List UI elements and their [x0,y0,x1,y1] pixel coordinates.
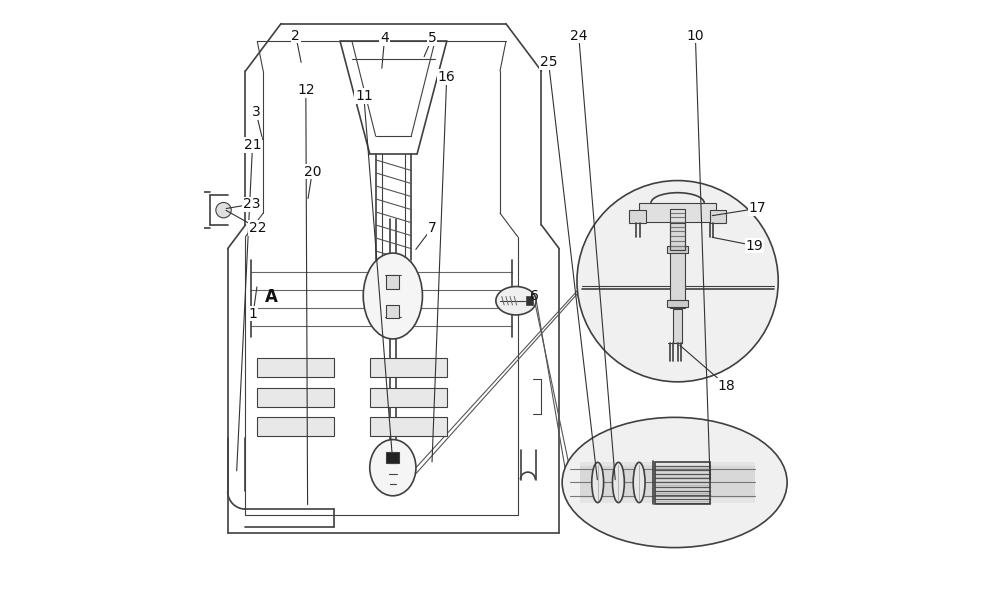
Bar [386,452,399,463]
Text: A: A [264,288,277,306]
Bar [370,388,447,407]
Text: 2: 2 [291,28,300,43]
Ellipse shape [592,462,604,503]
Text: 3: 3 [252,105,260,120]
Bar [257,417,334,436]
Ellipse shape [370,439,416,496]
Bar [386,305,399,318]
Ellipse shape [562,417,787,548]
Text: 4: 4 [380,31,389,46]
Bar [673,309,682,343]
Ellipse shape [363,253,422,339]
Bar [629,210,646,223]
Text: 22: 22 [249,221,266,235]
Text: 24: 24 [570,28,587,43]
Bar [670,223,685,308]
Circle shape [577,181,778,382]
Bar [655,462,710,504]
Bar [667,246,688,253]
Bar [639,203,716,222]
Text: 7: 7 [428,221,436,235]
Bar [370,417,447,436]
Text: 16: 16 [438,70,456,84]
Ellipse shape [633,462,645,503]
Ellipse shape [612,462,624,503]
Bar [670,209,685,250]
Text: 18: 18 [718,379,736,393]
Text: 12: 12 [297,83,315,97]
Circle shape [216,202,231,218]
Text: 11: 11 [355,89,373,103]
Bar [667,300,688,307]
Text: 6: 6 [530,289,539,303]
Bar [257,388,334,407]
Bar [710,210,726,223]
Text: 17: 17 [749,201,766,215]
Bar [386,275,399,289]
Text: 5: 5 [428,31,436,46]
Bar [257,358,334,377]
Bar [580,466,755,498]
Text: 20: 20 [304,165,321,179]
Bar [370,358,447,377]
Text: 25: 25 [540,55,557,69]
Text: 1: 1 [249,307,258,321]
Text: 21: 21 [244,138,261,152]
Text: 23: 23 [243,197,260,211]
Ellipse shape [496,287,536,315]
Bar [526,296,533,305]
Bar [580,462,755,503]
Text: 19: 19 [746,239,763,253]
Text: 10: 10 [687,28,704,43]
